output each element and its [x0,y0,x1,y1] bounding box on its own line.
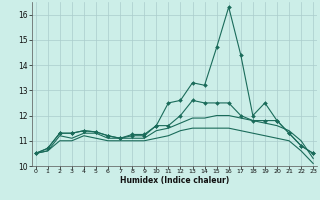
X-axis label: Humidex (Indice chaleur): Humidex (Indice chaleur) [120,176,229,185]
